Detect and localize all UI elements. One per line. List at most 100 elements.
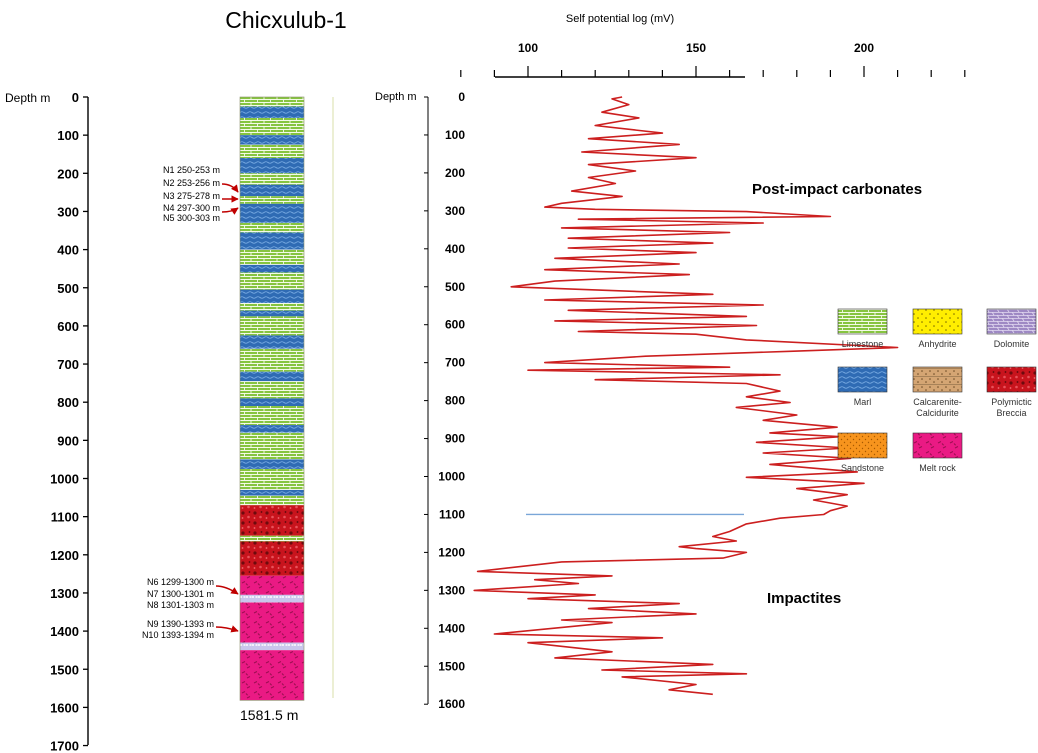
self-potential-series-line: [473, 96, 899, 696]
depth-tick-label: 1000: [50, 472, 79, 487]
legend-swatch-marl: [837, 366, 888, 393]
unit-limestone: [240, 468, 304, 490]
unit-limestone: [240, 316, 304, 336]
sample-arrow: [221, 207, 239, 215]
unit-breccia: [240, 541, 304, 576]
unit-marl: [240, 289, 304, 304]
unit-limestone: [240, 144, 304, 159]
unit-meltrock: [240, 602, 304, 643]
legend-label-meltrock: Melt rock: [919, 463, 956, 473]
zone-label-impactites: Impactites: [767, 590, 841, 607]
column-outline: [239, 96, 305, 701]
depth-tick-label: 1100: [51, 510, 79, 525]
unit-limestone: [240, 173, 304, 185]
log-depth-tick-label: 0: [458, 90, 465, 104]
legend-label-calcarenite: Calcarenite-: [913, 397, 962, 407]
log-depth-tick-label: 200: [445, 166, 465, 180]
sample-label: N8 1301-1303 m: [147, 600, 214, 610]
sample-label: N10 1393-1394 m: [142, 630, 214, 640]
depth-tick-label: 1600: [50, 700, 79, 715]
unit-marl: [240, 135, 304, 145]
log-depth-tick-label: 600: [445, 318, 465, 332]
unit-limestone: [240, 495, 304, 506]
unit-limestone: [240, 535, 304, 542]
unit-marl: [240, 184, 304, 197]
log-depth-tick-label: 400: [445, 242, 465, 256]
total-depth-label: 1581.5 m: [240, 707, 298, 723]
sample-arrow: [215, 625, 239, 633]
sample-label: N2 253-256 m: [163, 178, 220, 188]
unit-marl: [240, 425, 304, 433]
unit-limestone: [240, 117, 304, 136]
log-axis-title: Self potential log (mV): [566, 13, 674, 25]
sample-label: N5 300-303 m: [163, 213, 220, 223]
unit-marker: [240, 642, 304, 651]
unit-breccia: [240, 505, 304, 536]
legend-swatch-breccia: [986, 366, 1037, 393]
log-depth-tick-label: 100: [445, 128, 465, 142]
unit-limestone: [240, 272, 304, 290]
depth-tick-label: 900: [57, 433, 79, 448]
unit-limestone: [240, 381, 304, 399]
log-depth-axis-label: Depth m: [375, 91, 417, 103]
log-depth-tick-label: 1600: [438, 697, 465, 711]
log-depth-tick-label: 1200: [438, 545, 465, 559]
unit-marl: [240, 264, 304, 273]
unit-marl: [240, 158, 304, 174]
log-x-axis: 100 150 200: [460, 41, 966, 78]
sample-label: N3 275-278 m: [163, 191, 220, 201]
depth-tick-label: 800: [57, 395, 79, 410]
sample-label: N6 1299-1300 m: [147, 577, 214, 587]
sample-arrow: [221, 183, 239, 193]
unit-marl: [240, 232, 304, 250]
depth-tick-label: 1400: [50, 624, 79, 639]
sample-label: N1 250-253 m: [163, 165, 220, 175]
unit-marl: [240, 310, 304, 317]
unit-marl: [240, 106, 304, 118]
legend-label-calcarenite: Calcidurite: [916, 408, 959, 418]
unit-marl: [240, 398, 304, 407]
legend-label-dolomite: Dolomite: [994, 339, 1030, 349]
log-depth-tick-label: 1500: [438, 659, 465, 673]
unit-marl: [240, 459, 304, 469]
unit-limestone: [240, 432, 304, 460]
depth-tick-label: 400: [57, 243, 79, 258]
zone-label-post-impact: Post-impact carbonates: [752, 181, 922, 198]
depth-tick-label: 600: [57, 319, 79, 334]
unit-limestone: [240, 196, 304, 204]
log-depth-tick-label: 800: [445, 394, 465, 408]
sample-label: N9 1390-1393 m: [147, 619, 214, 629]
unit-marl: [240, 335, 304, 349]
log-depth-ticks: 0 100 200 300 400 500 600 700 800 900 1000 1100 1200…: [424, 90, 465, 711]
log-depth-tick-label: 1400: [438, 621, 465, 635]
sample-annotations: N1 250-253 m N2 253-256 m N3 275-278 m N4 2…: [142, 165, 239, 640]
self-potential-log: [473, 96, 899, 696]
legend-swatch-anhydrite: [912, 308, 963, 335]
log-depth-tick-label: 500: [445, 280, 465, 294]
log-depth-tick-label: 1300: [438, 583, 465, 597]
unit-marl: [240, 371, 304, 382]
lithology-legend: Limestone Anhydrite Dolomite Marl Calcarenit…: [837, 308, 1037, 473]
unit-limestone: [240, 303, 304, 311]
unit-limestone: [240, 249, 304, 265]
log-depth-tick-label: 300: [445, 204, 465, 218]
depth-axis-label: Depth m: [5, 91, 50, 105]
sample-label: N7 1300-1301 m: [147, 589, 214, 599]
chart-title: Chicxulub-1: [225, 7, 346, 33]
legend-swatch-sandstone: [837, 432, 888, 459]
depth-tick-label: 1500: [50, 662, 79, 677]
sample-label: N4 297-300 m: [163, 203, 220, 213]
unit-limestone: [240, 97, 304, 107]
unit-limestone: [240, 222, 304, 233]
depth-tick-label: 1200: [50, 548, 79, 563]
unit-limestone: [240, 348, 304, 372]
depth-tick-label: 200: [57, 166, 79, 181]
sample-arrow: [215, 585, 239, 595]
depth-tick-label: 1700: [50, 739, 79, 753]
legend-label-sandstone: Sandstone: [841, 463, 884, 473]
legend-swatch-dolomite: [986, 308, 1037, 335]
legend-label-breccia: Breccia: [996, 408, 1026, 418]
unit-marker: [240, 594, 304, 603]
log-x-tick-label: 200: [854, 41, 874, 55]
